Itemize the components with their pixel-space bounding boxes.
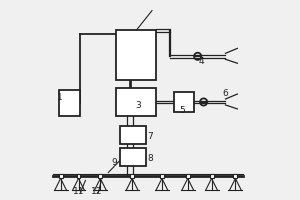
FancyBboxPatch shape xyxy=(174,92,194,112)
Text: 4: 4 xyxy=(199,57,205,66)
FancyBboxPatch shape xyxy=(58,90,80,116)
Text: 6: 6 xyxy=(223,89,228,98)
FancyBboxPatch shape xyxy=(233,174,237,178)
FancyBboxPatch shape xyxy=(186,174,190,178)
Text: 3: 3 xyxy=(135,101,141,110)
Text: 11: 11 xyxy=(73,187,84,196)
FancyBboxPatch shape xyxy=(120,148,146,166)
FancyBboxPatch shape xyxy=(116,30,156,80)
Text: 9: 9 xyxy=(111,158,117,167)
Text: 12: 12 xyxy=(91,187,102,196)
Text: 1: 1 xyxy=(57,93,62,102)
FancyBboxPatch shape xyxy=(58,174,63,178)
Text: 5: 5 xyxy=(179,106,185,115)
FancyBboxPatch shape xyxy=(130,174,134,178)
FancyBboxPatch shape xyxy=(210,174,214,178)
FancyBboxPatch shape xyxy=(160,174,164,178)
FancyBboxPatch shape xyxy=(98,174,102,178)
FancyBboxPatch shape xyxy=(76,174,80,178)
FancyBboxPatch shape xyxy=(116,88,156,116)
FancyBboxPatch shape xyxy=(120,126,146,144)
Text: 7: 7 xyxy=(147,132,153,141)
Text: 8: 8 xyxy=(147,154,153,163)
